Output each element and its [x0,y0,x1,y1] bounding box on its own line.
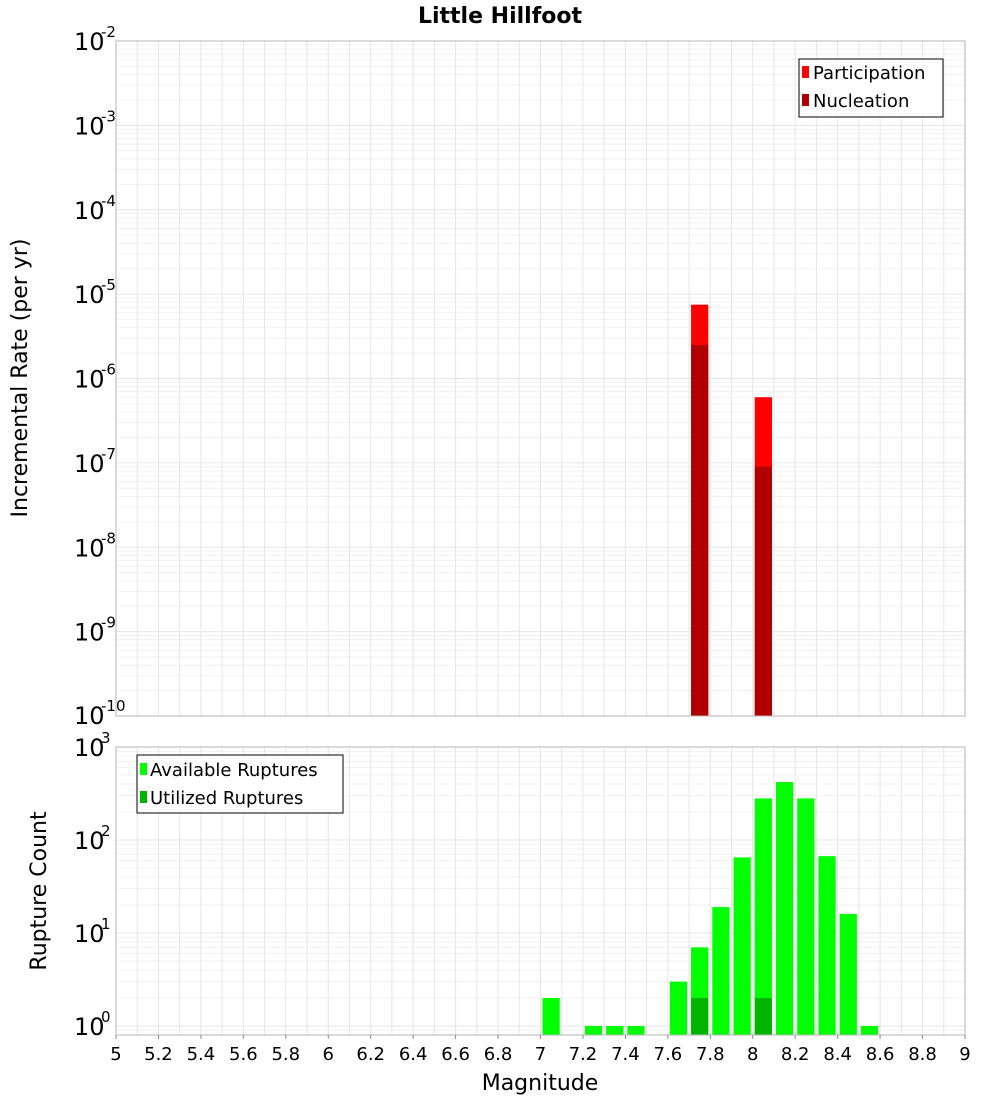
y-tick-exponent: 1 [101,915,111,933]
y-tick-exponent: -5 [101,276,116,294]
y-tick-label: 10 [74,827,105,855]
y-tick-exponent: 2 [101,822,111,840]
x-tick-label: 6.6 [441,1044,470,1065]
y-tick-exponent: 3 [101,729,111,747]
nucleation-bar [754,466,772,716]
x-tick-label: 8.6 [866,1044,895,1065]
available-ruptures-bar [606,1025,624,1035]
rate-gridlines [115,40,966,717]
available-ruptures-bar [584,1025,603,1035]
nucleation-bar [691,344,709,716]
y-tick-label: 10 [74,702,105,730]
x-tick-label: 7 [535,1044,546,1065]
x-tick-label: 8.4 [823,1044,852,1065]
y-tick-exponent: -9 [101,614,116,632]
y-tick-label: 10 [74,734,105,762]
available-ruptures-bar [627,1025,645,1035]
count-y-axis-label: Rupture Count [27,811,52,971]
nucleation-legend-label: Nucleation [813,91,909,112]
x-tick-label: 5 [110,1044,121,1065]
rate-y-axis-label: Incremental Rate (per yr) [8,239,33,518]
x-tick-label: 8 [747,1044,758,1065]
y-tick-label: 10 [74,366,105,394]
available-ruptures-bar [542,997,560,1035]
y-tick-exponent: -4 [101,192,116,210]
x-tick-label: 6.2 [356,1044,385,1065]
rate-bars [691,304,772,716]
y-tick-label: 10 [74,619,105,647]
x-tick-label: 6.4 [399,1044,428,1065]
utilized-ruptures-bar [691,997,709,1035]
x-tick-label: 8.2 [781,1044,810,1065]
available-ruptures-bar [669,981,688,1035]
y-tick-label: 10 [74,112,105,140]
x-tick-label: 5.2 [144,1044,173,1065]
available-ruptures-bar [818,856,836,1035]
available-ruptures-bar [712,907,730,1035]
count-legend: Available Ruptures Utilized Ruptures [136,754,344,814]
available-ruptures-bar [754,798,772,1035]
rate-legend-box [798,58,944,118]
y-tick-exponent: -2 [101,23,116,41]
y-tick-exponent: -3 [101,107,116,125]
y-tick-label: 10 [74,534,105,562]
count-legend-box [136,754,344,814]
y-tick-label: 10 [74,920,105,948]
y-tick-label: 10 [74,1013,105,1041]
x-tick-label: 9 [959,1044,970,1065]
available-ruptures-bar [775,782,794,1035]
utilized-legend-label: Utilized Ruptures [150,788,303,809]
x-tick-label: 7.6 [654,1044,683,1065]
participation-legend-label: Participation [813,63,925,84]
x-tick-label: 6 [323,1044,334,1065]
nucleation-legend-swatch [802,94,809,106]
x-tick-label: 5.8 [271,1044,300,1065]
rate-plot-frame [115,40,966,717]
available-legend-swatch [140,763,147,775]
count-bars [542,782,879,1035]
y-tick-exponent: -8 [101,529,116,547]
utilized-legend-swatch [140,791,147,803]
y-tick-exponent: -7 [101,445,116,463]
x-tick-label: 7.8 [696,1044,725,1065]
y-tick-label: 10 [74,450,105,478]
available-ruptures-bar [733,857,751,1035]
y-tick-exponent: -10 [101,697,126,715]
y-tick-label: 10 [74,197,105,225]
participation-legend-swatch [802,66,809,78]
x-tick-label: 6.8 [484,1044,513,1065]
rate-legend: Participation Nucleation [798,58,944,118]
chart-title: Little Hillfoot [418,4,583,29]
x-tick-label: 5.4 [187,1044,216,1065]
y-tick-label: 10 [74,281,105,309]
available-ruptures-bar [797,798,815,1035]
x-tick-label: 7.4 [611,1044,640,1065]
available-ruptures-bar [860,1025,879,1035]
y-tick-label: 10 [74,28,105,56]
magnitude-x-axis-label: Magnitude [482,1071,599,1096]
available-ruptures-bar [839,914,857,1035]
utilized-ruptures-bar [754,997,772,1035]
x-tick-label: 8.8 [908,1044,937,1065]
y-tick-exponent: 0 [101,1008,111,1026]
magnitude-x-ticks: 5 5.2 5.4 5.6 5.8 6 6.2 6.4 6.6 6.8 7 7.2 7.4 7.6 7.8 8… [110,1035,971,1065]
x-tick-label: 5.6 [229,1044,258,1065]
available-legend-label: Available Ruptures [150,760,318,781]
y-tick-exponent: -6 [101,361,116,379]
x-tick-label: 7.2 [569,1044,598,1065]
